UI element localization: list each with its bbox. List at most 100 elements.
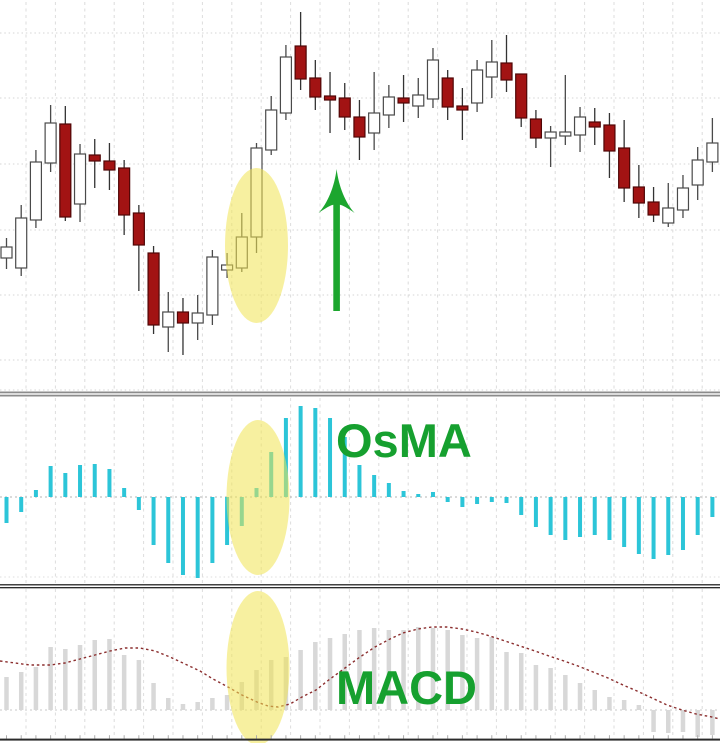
candle-body [515,73,528,119]
candle-body [132,212,145,246]
histogram-bar [533,497,538,527]
histogram-bar [357,630,362,710]
histogram-bar [225,497,230,545]
candle-body [529,118,543,139]
price-chart-panel [0,2,720,391]
candle-body [15,217,28,269]
histogram-bar [298,406,303,497]
histogram-bar [386,630,392,710]
histogram-bar [92,464,97,497]
histogram-bar [445,497,450,502]
time-axis [0,735,720,741]
histogram-bar [224,695,230,710]
candle-body [559,131,572,137]
candle-body [573,116,587,136]
histogram-bar [651,710,656,732]
histogram-bar [342,634,347,710]
histogram-bar [460,635,465,710]
candle-body [323,95,337,101]
histogram-bar [430,628,436,710]
histogram-bar [666,710,671,733]
highlight-ellipse-price [225,168,288,323]
histogram-bar [4,497,9,523]
histogram-bar [621,700,627,710]
histogram-bar [636,497,641,554]
histogram-bar [695,497,700,535]
candle-body [368,112,381,134]
candle-body [382,96,395,116]
histogram-bar [548,497,553,535]
candle-body [309,77,322,98]
histogram-bar [533,665,539,710]
macd-label: MACD [336,661,477,714]
histogram-bar [327,638,333,710]
candle-body [88,154,101,162]
candle-body [647,201,660,216]
panel-separator-black [0,584,720,589]
candle-body [294,45,307,80]
candle-body [603,124,616,152]
candle-body [44,122,57,164]
candle-body [426,59,440,100]
histogram-bar [680,497,685,550]
histogram-bar [430,492,435,497]
axis-ticks [6,735,713,739]
candle-body [29,161,43,221]
candle-body [544,131,557,139]
histogram-bar [195,702,200,710]
histogram-bar [371,628,377,710]
histogram-bar [180,497,185,575]
candle-body [279,56,293,114]
histogram-bar [4,677,9,710]
candle-body [73,153,87,205]
histogram-bar [607,497,612,540]
histogram-bar [48,647,53,710]
candle-body [588,121,601,128]
highlight-ellipse-macd [226,591,290,743]
histogram-bar [195,497,200,578]
histogram-bar [48,466,53,497]
histogram-bar [210,698,215,710]
candle-body [0,246,13,259]
up-arrow-icon [318,169,355,311]
histogram-bar [592,690,597,710]
candle-body [397,97,410,104]
macd-panel: MACD [0,589,720,743]
price-grid [0,2,720,391]
candle-body [706,142,719,163]
candle-body [632,186,645,204]
osma-panel: OsMA [0,398,720,583]
histogram-bar [475,497,480,504]
histogram-bar [416,494,421,497]
candle-body [470,69,484,104]
histogram-bar [122,488,127,497]
candle-body [103,160,116,171]
histogram-bar [136,497,141,510]
candle-body [147,252,160,326]
histogram-bar [401,491,406,497]
candle-body [162,311,175,328]
candle-body [662,207,675,224]
histogram-bar [33,490,38,497]
candle-body [59,123,72,218]
histogram-bar [651,497,656,559]
histogram-bar [680,710,686,732]
histogram-bar [578,497,583,537]
histogram-bar [519,497,524,515]
histogram-bar [342,437,347,497]
candle-body [206,256,219,316]
panel-separator-gray [0,391,720,397]
histogram-bar [563,675,568,710]
candle-body [176,311,190,324]
histogram-bar [386,483,391,497]
histogram-bar [77,645,83,710]
histogram-bar [283,418,288,497]
candle-body [118,167,131,216]
histogram-bar [445,630,450,710]
histogram-bar [666,497,671,555]
histogram-bar [298,650,303,710]
histogram-bar [63,649,68,710]
candles-series [0,12,719,355]
